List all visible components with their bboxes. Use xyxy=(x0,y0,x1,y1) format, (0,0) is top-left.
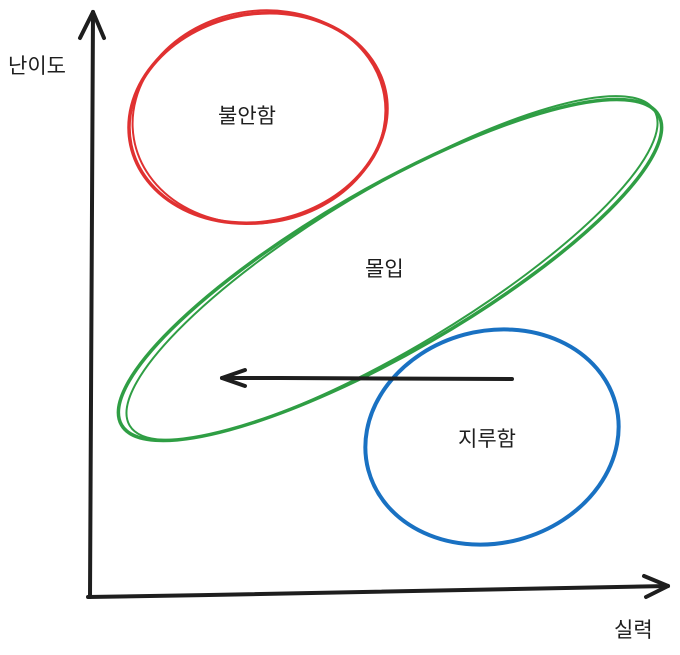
left-arrow xyxy=(220,368,514,388)
flow-label: 몰입 xyxy=(365,257,404,281)
anxiety-region xyxy=(127,9,389,226)
y-axis xyxy=(78,10,106,599)
anxiety-label: 불안함 xyxy=(218,104,276,128)
y-axis-label: 난이도 xyxy=(8,54,66,78)
boredom-label: 지루함 xyxy=(458,427,516,451)
flow-region xyxy=(116,95,664,443)
boredom-region xyxy=(363,327,621,547)
x-axis-label: 실력 xyxy=(614,618,653,642)
x-axis xyxy=(86,574,670,599)
